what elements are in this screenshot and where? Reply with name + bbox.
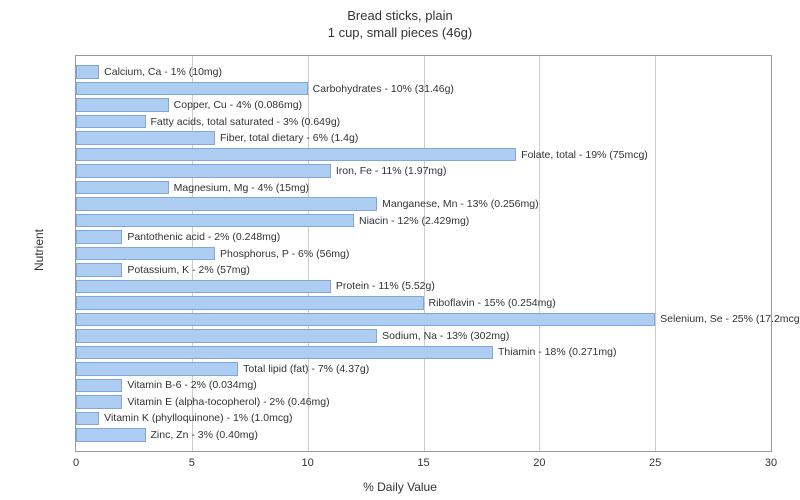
bar — [76, 247, 215, 261]
bar-label: Potassium, K - 2% (57mg) — [127, 265, 250, 276]
bar-label: Pantothenic acid - 2% (0.248mg) — [127, 232, 280, 243]
bar-label: Niacin - 12% (2.429mg) — [359, 216, 469, 227]
x-tick-label: 0 — [73, 457, 79, 469]
bar-label: Total lipid (fat) - 7% (4.37g) — [243, 364, 369, 375]
y-axis-label: Nutrient — [32, 229, 46, 271]
plot-area: 051015202530Calcium, Ca - 1% (10mg)Carbo… — [75, 55, 772, 452]
bar-label: Selenium, Se - 25% (17.2mcg) — [660, 314, 800, 325]
bar — [76, 131, 215, 145]
chart-title: Bread sticks, plain 1 cup, small pieces … — [0, 0, 800, 42]
bar — [76, 428, 146, 442]
gridline — [424, 56, 425, 451]
bar-label: Riboflavin - 15% (0.254mg) — [429, 298, 556, 309]
bar-label: Phosphorus, P - 6% (56mg) — [220, 249, 349, 260]
gridline — [655, 56, 656, 451]
bar — [76, 181, 169, 195]
bar — [76, 329, 377, 343]
bar-label: Fatty acids, total saturated - 3% (0.649… — [151, 117, 341, 128]
bar — [76, 65, 99, 79]
bar-label: Folate, total - 19% (75mcg) — [521, 150, 648, 161]
bar-label: Protein - 11% (5.52g) — [336, 281, 435, 292]
bar — [76, 82, 308, 96]
x-tick-label: 5 — [189, 457, 195, 469]
gridline — [539, 56, 540, 451]
bar — [76, 412, 99, 426]
bar-label: Carbohydrates - 10% (31.46g) — [313, 84, 454, 95]
bar-label: Fiber, total dietary - 6% (1.4g) — [220, 133, 358, 144]
bar-label: Vitamin B-6 - 2% (0.034mg) — [127, 380, 256, 391]
bar-label: Calcium, Ca - 1% (10mg) — [104, 67, 222, 78]
x-axis-label: % Daily Value — [363, 480, 437, 494]
bar-label: Sodium, Na - 13% (302mg) — [382, 331, 509, 342]
bar — [76, 346, 493, 360]
x-tick-label: 10 — [302, 457, 314, 469]
bar-label: Zinc, Zn - 3% (0.40mg) — [151, 430, 258, 441]
x-tick-label: 20 — [533, 457, 545, 469]
bar — [76, 395, 122, 409]
bar — [76, 296, 424, 310]
bar — [76, 263, 122, 277]
title-line-2: 1 cup, small pieces (46g) — [0, 25, 800, 42]
x-tick-label: 30 — [765, 457, 777, 469]
title-line-1: Bread sticks, plain — [0, 8, 800, 25]
bar-label: Manganese, Mn - 13% (0.256mg) — [382, 199, 538, 210]
x-tick-label: 15 — [417, 457, 429, 469]
bar-label: Magnesium, Mg - 4% (15mg) — [174, 183, 309, 194]
bar — [76, 197, 377, 211]
bar-label: Iron, Fe - 11% (1.97mg) — [336, 166, 447, 177]
bar — [76, 362, 238, 376]
bar — [76, 214, 354, 228]
bar — [76, 379, 122, 393]
x-tick-label: 25 — [649, 457, 661, 469]
bar — [76, 230, 122, 244]
bar — [76, 280, 331, 294]
bar-label: Thiamin - 18% (0.271mg) — [498, 347, 616, 358]
bar — [76, 98, 169, 112]
bar — [76, 164, 331, 178]
bar-label: Copper, Cu - 4% (0.086mg) — [174, 100, 302, 111]
bar — [76, 313, 655, 327]
bar-label: Vitamin E (alpha-tocopherol) - 2% (0.46m… — [127, 397, 329, 408]
bar — [76, 148, 516, 162]
bar-label: Vitamin K (phylloquinone) - 1% (1.0mcg) — [104, 413, 292, 424]
bar — [76, 115, 146, 129]
nutrition-chart: Bread sticks, plain 1 cup, small pieces … — [0, 0, 800, 500]
